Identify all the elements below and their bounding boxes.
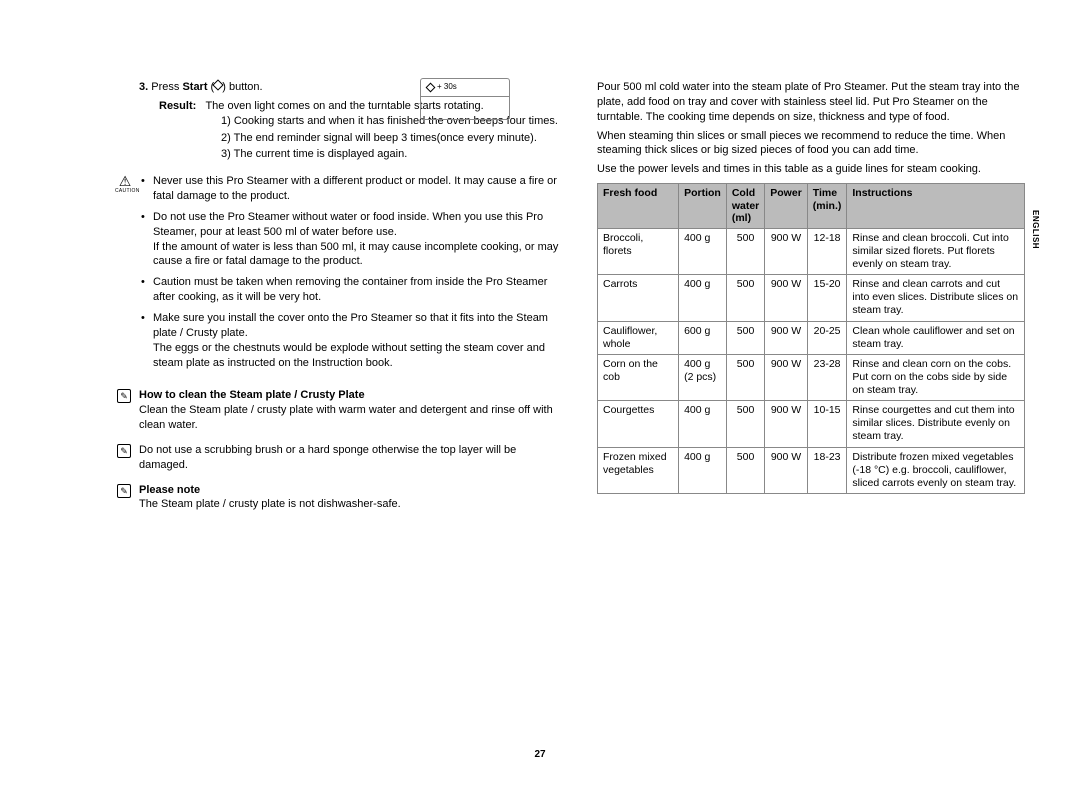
note-please: Please note The Steam plate / crusty pla… <box>139 483 567 513</box>
table-cell: Rinse and clean carrots and cut into eve… <box>847 275 1025 321</box>
table-cell: 400 g <box>679 401 727 447</box>
intro-paragraph: Use the power levels and times in this t… <box>597 162 1025 177</box>
table-row: Broccoli, florets400 g500900 W12-18Rinse… <box>598 228 1025 274</box>
table-cell: Cauliflower, whole <box>598 321 679 354</box>
table-cell: 900 W <box>765 401 808 447</box>
note-icon: ✎ <box>117 389 131 403</box>
table-cell: Courgettes <box>598 401 679 447</box>
table-cell: Broccoli, florets <box>598 228 679 274</box>
table-cell: 500 <box>726 401 764 447</box>
right-column: Pour 500 ml cold water into the steam pl… <box>597 80 1025 522</box>
table-cell: Clean whole cauliflower and set on steam… <box>847 321 1025 354</box>
table-cell: 400 g (2 pcs) <box>679 354 727 400</box>
table-header: Fresh food <box>598 184 679 229</box>
table-cell: 400 g <box>679 447 727 493</box>
table-cell: 20-25 <box>807 321 847 354</box>
table-cell: 18-23 <box>807 447 847 493</box>
table-cell: 400 g <box>679 275 727 321</box>
table-header: Cold water (ml) <box>726 184 764 229</box>
table-cell: 500 <box>726 447 764 493</box>
caution-icon: ⚠ CAUTION <box>115 174 135 195</box>
numbered-1: 1) Cooking starts and when it has finish… <box>221 114 567 129</box>
table-cell: 400 g <box>679 228 727 274</box>
table-cell: 900 W <box>765 321 808 354</box>
table-cell: 12-18 <box>807 228 847 274</box>
table-cell: Frozen mixed vegetables <box>598 447 679 493</box>
note-icon: ✎ <box>117 484 131 498</box>
intro-paragraph: Pour 500 ml cold water into the steam pl… <box>597 80 1025 125</box>
left-column: 3. Press Start () button. Result: The ov… <box>115 80 567 522</box>
note-icon: ✎ <box>117 444 131 458</box>
table-cell: 900 W <box>765 447 808 493</box>
intro-paragraph: When steaming thin slices or small piece… <box>597 129 1025 159</box>
table-header: Instructions <box>847 184 1025 229</box>
table-cell: 10-15 <box>807 401 847 447</box>
numbered-3: 3) The current time is displayed again. <box>221 147 567 162</box>
table-cell: 600 g <box>679 321 727 354</box>
table-cell: 500 <box>726 275 764 321</box>
table-cell: 900 W <box>765 354 808 400</box>
diagram-label: + 30s <box>437 82 457 93</box>
table-cell: 900 W <box>765 275 808 321</box>
table-cell: 15-20 <box>807 275 847 321</box>
table-cell: Corn on the cob <box>598 354 679 400</box>
caution-list: •Never use this Pro Steamer with a diffe… <box>141 174 567 376</box>
table-cell: 23-28 <box>807 354 847 400</box>
table-cell: 500 <box>726 321 764 354</box>
table-row: Courgettes400 g500900 W10-15Rinse courge… <box>598 401 1025 447</box>
table-header: Power <box>765 184 808 229</box>
table-row: Corn on the cob400 g (2 pcs)500900 W23-2… <box>598 354 1025 400</box>
button-diagram: + 30s <box>420 78 510 120</box>
table-row: Carrots400 g500900 W15-20Rinse and clean… <box>598 275 1025 321</box>
table-cell: 500 <box>726 354 764 400</box>
steam-table: Fresh foodPortionCold water (ml)PowerTim… <box>597 183 1025 494</box>
intro-text: Pour 500 ml cold water into the steam pl… <box>597 80 1025 177</box>
table-cell: Rinse and clean corn on the cobs. Put co… <box>847 354 1025 400</box>
caution-item: Caution must be taken when removing the … <box>153 275 567 305</box>
table-row: Cauliflower, whole600 g500900 W20-25Clea… <box>598 321 1025 354</box>
caution-item: Do not use the Pro Steamer without water… <box>153 210 567 269</box>
table-cell: Rinse courgettes and cut them into simil… <box>847 401 1025 447</box>
caution-item: Never use this Pro Steamer with a differ… <box>153 174 567 204</box>
table-row: Frozen mixed vegetables400 g500900 W18-2… <box>598 447 1025 493</box>
language-tab: ENGLISH <box>1029 210 1040 249</box>
page-number: 27 <box>0 748 1080 762</box>
numbered-2: 2) The end reminder signal will beep 3 t… <box>221 131 567 146</box>
table-cell: Rinse and clean broccoli. Cut into simil… <box>847 228 1025 274</box>
table-header: Portion <box>679 184 727 229</box>
caution-item: Make sure you install the cover onto the… <box>153 311 567 370</box>
table-cell: 500 <box>726 228 764 274</box>
table-header: Time (min.) <box>807 184 847 229</box>
note-clean: How to clean the Steam plate / Crusty Pl… <box>139 388 567 433</box>
table-cell: Carrots <box>598 275 679 321</box>
table-cell: 900 W <box>765 228 808 274</box>
note-scrub: Do not use a scrubbing brush or a hard s… <box>139 443 567 473</box>
table-cell: Distribute frozen mixed vegetables (-18 … <box>847 447 1025 493</box>
